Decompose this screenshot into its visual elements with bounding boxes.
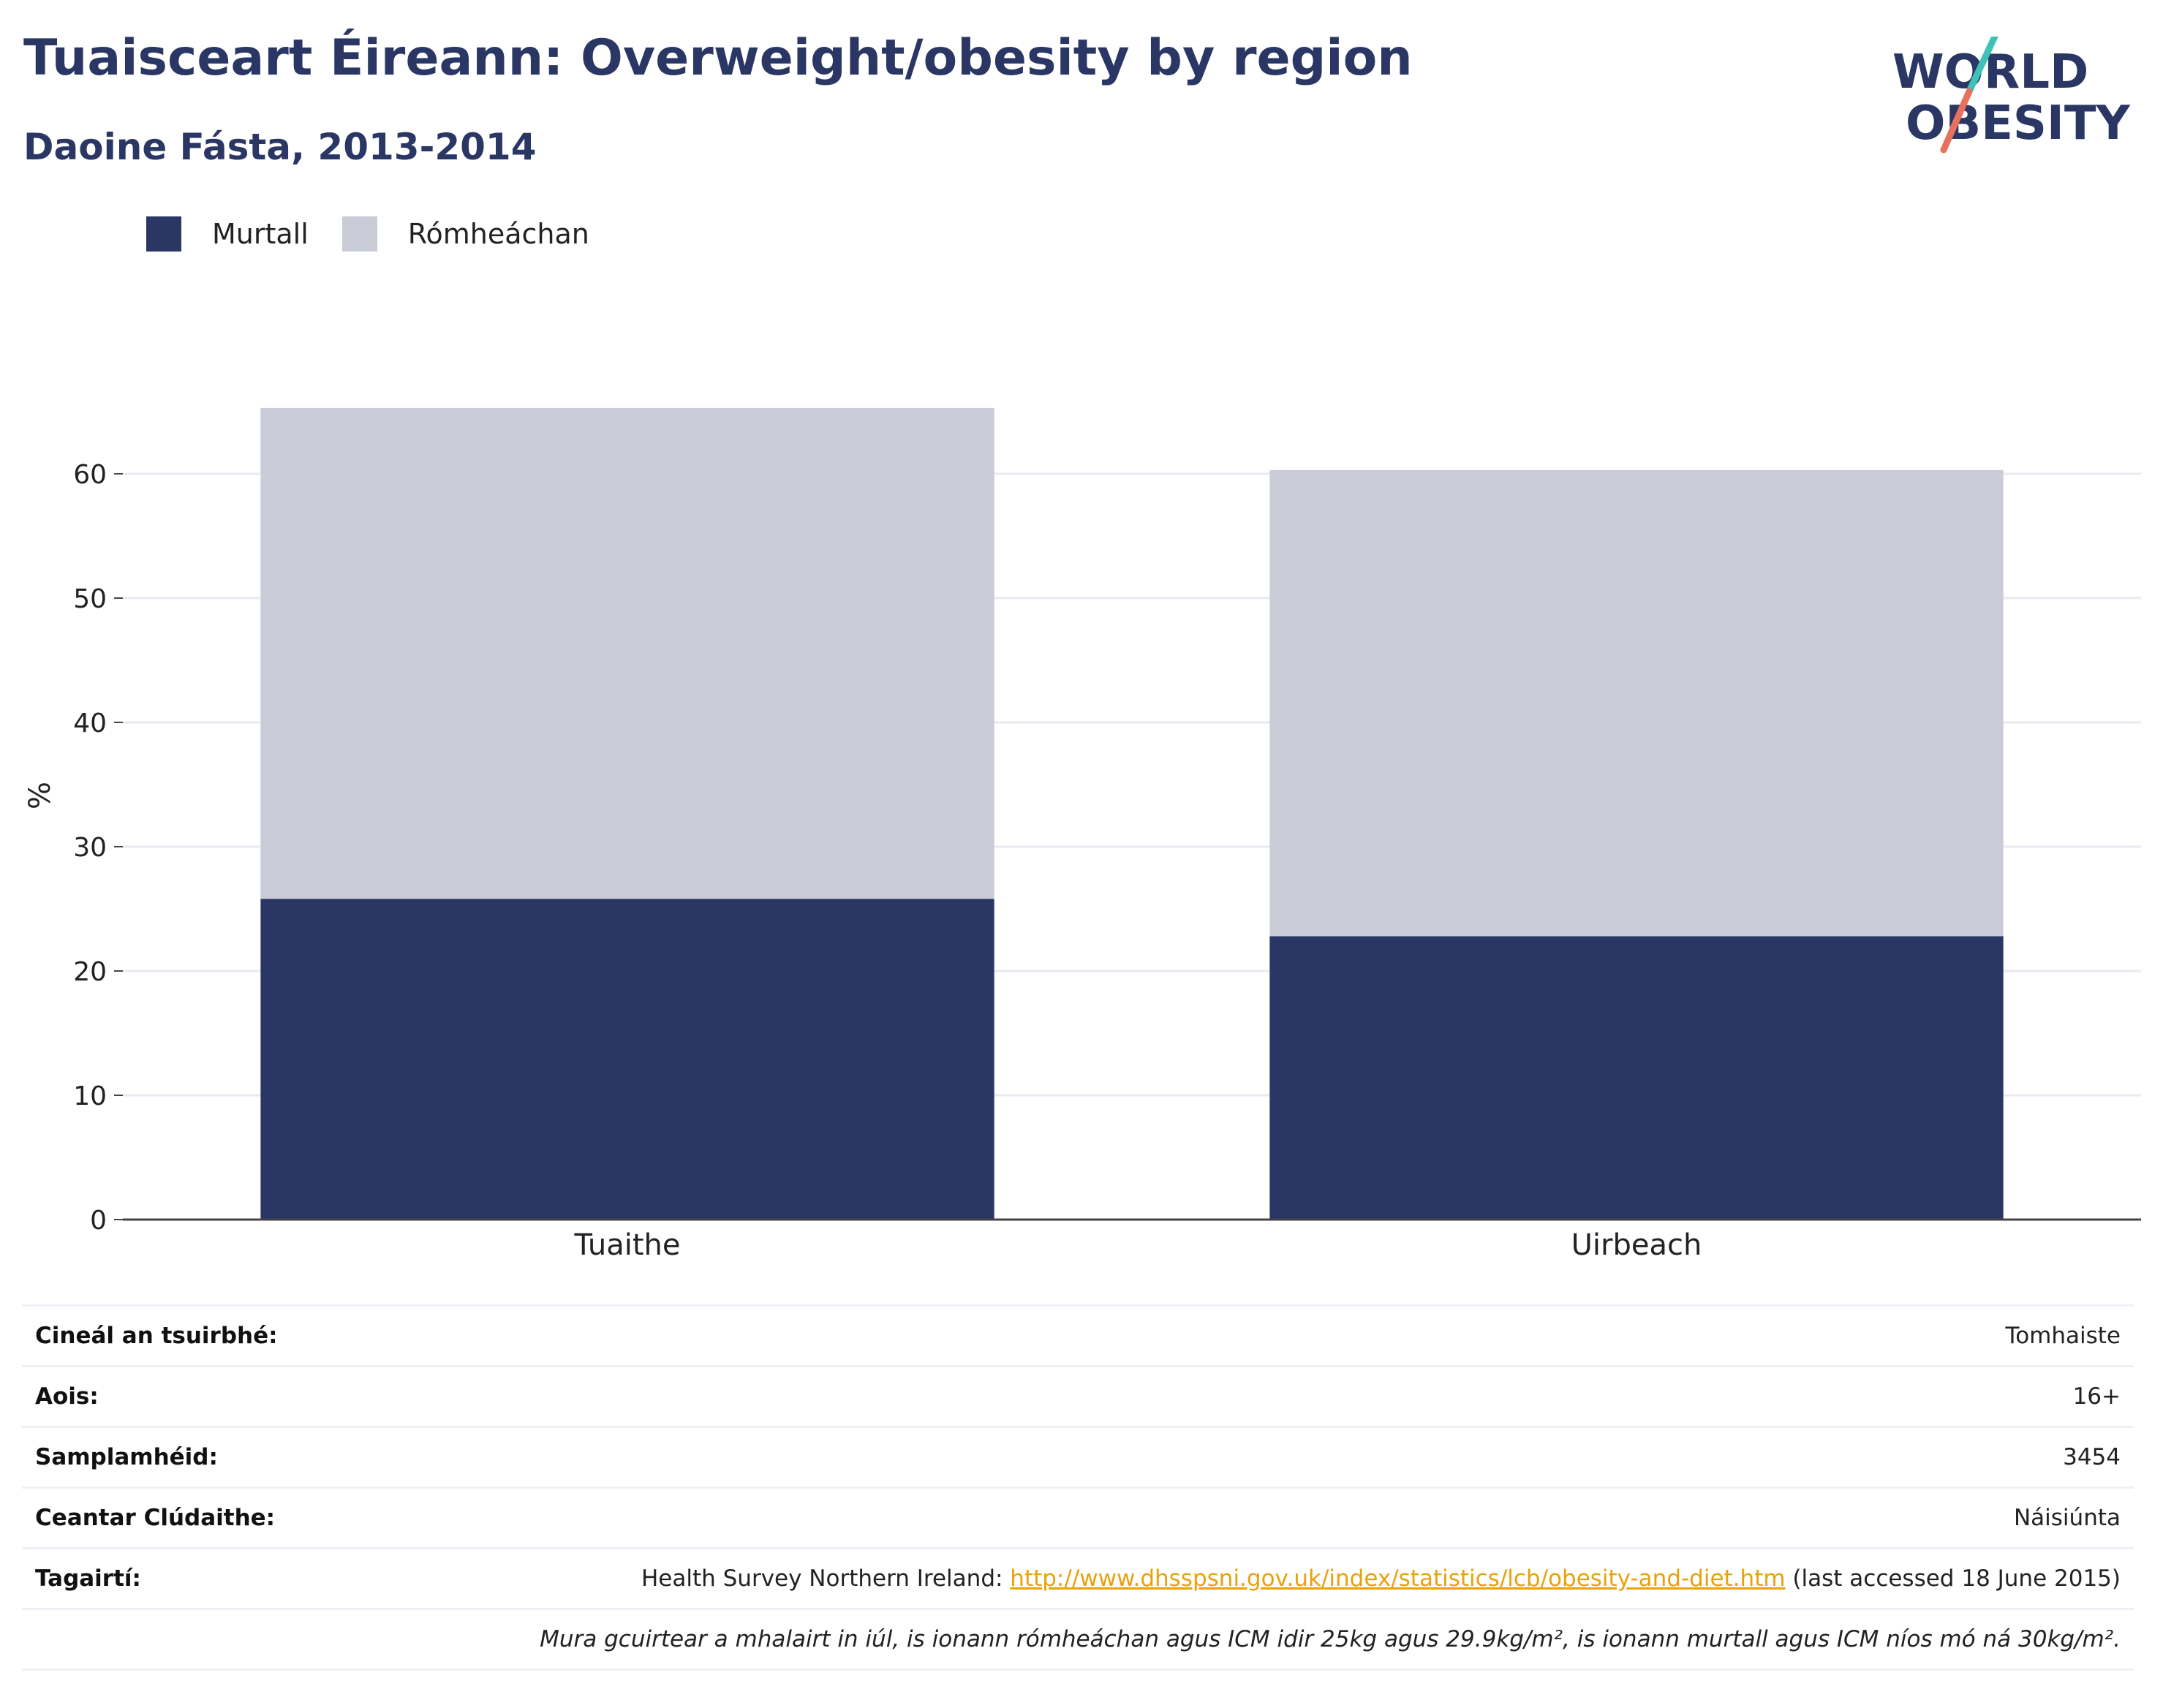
legend-label-overweight: Rómheáchan	[407, 218, 589, 250]
sample-size-value: 3454	[2063, 1444, 2121, 1470]
bar-tuaithe-overweight	[260, 407, 994, 899]
chart-subtitle: Daoine Fásta, 2013-2014	[23, 126, 537, 168]
coverage-value: Náisiúnta	[2013, 1505, 2121, 1531]
y-tick-label-30: 30	[73, 833, 107, 863]
age-label: Aois:	[35, 1383, 99, 1410]
logo-slash-bottom	[1940, 88, 1973, 154]
references-label: Tagairtí:	[35, 1565, 141, 1592]
info-row-sample-size: Samplamhéid: 3454	[22, 1428, 2134, 1489]
survey-type-value: Tomhaiste	[2005, 1323, 2121, 1349]
bar-tuaithe-obese	[260, 899, 994, 1220]
reference-link[interactable]: http://www.dhsspsni.gov.uk/index/statist…	[1010, 1565, 1786, 1592]
reference-source: Health Survey Northern Ireland:	[641, 1565, 1011, 1592]
y-tick-label-20: 20	[73, 957, 107, 987]
chart-title: Tuaisceart Éireann: Overweight/obesity b…	[23, 29, 1413, 87]
survey-info-table: Cineál an tsuirbhé: Tomhaiste Aois: 16+ …	[22, 1304, 2134, 1671]
chart-legend: Murtall Rómheáchan	[146, 216, 623, 252]
sample-size-label: Samplamhéid:	[35, 1444, 218, 1470]
references-value: Health Survey Northern Ireland: http://w…	[641, 1565, 2121, 1592]
legend-swatch-obese	[146, 216, 181, 252]
legend-item-overweight[interactable]: Rómheáchan	[341, 216, 589, 252]
info-row-note: Mura gcuirtear a mhalairt in iúl, is ion…	[22, 1610, 2134, 1671]
world-obesity-logo: WORLD OBESITY	[1892, 37, 2130, 154]
y-tick-label-50: 50	[73, 584, 107, 614]
legend-label-obese: Murtall	[212, 218, 309, 250]
y-tick-label-60: 60	[73, 460, 107, 490]
logo-text-world: WORLD	[1892, 45, 2088, 99]
info-row-references: Tagairtí: Health Survey Northern Ireland…	[22, 1549, 2134, 1610]
legend-item-obese[interactable]: Murtall	[146, 216, 309, 252]
legend-swatch-overweight	[341, 216, 377, 252]
coverage-label: Ceantar Clúdaithe:	[35, 1505, 276, 1531]
bar-uirbeach-overweight	[1269, 469, 2004, 937]
bar-chart: 0 10 20 30 40 50 60% Tuaithe Uirbeach	[23, 407, 2141, 1262]
info-row-survey-type: Cineál an tsuirbhé: Tomhaiste	[22, 1307, 2134, 1367]
info-row-coverage: Ceantar Clúdaithe: Náisiúnta	[22, 1489, 2134, 1549]
x-tick-label-uirbeach: Uirbeach	[1571, 1228, 1702, 1262]
definition-note: Mura gcuirtear a mhalairt in iúl, is ion…	[540, 1626, 2121, 1652]
reference-accessed: (last accessed 18 June 2015)	[1785, 1565, 2121, 1592]
x-tick-label-tuaithe: Tuaithe	[574, 1228, 681, 1262]
bar-uirbeach-obese	[1269, 936, 2004, 1220]
logo-text-obesity: OBESITY	[1906, 97, 2130, 151]
age-value: 16+	[2072, 1383, 2121, 1410]
y-tick-label-0: 0	[90, 1206, 107, 1236]
y-tick-label-40: 40	[73, 708, 107, 738]
survey-type-label: Cineál an tsuirbhé:	[35, 1323, 278, 1349]
y-axis-title: %	[23, 782, 57, 809]
y-tick-label-10: 10	[73, 1081, 107, 1111]
info-row-age: Aois: 16+	[22, 1367, 2134, 1428]
logo-slash-top	[1966, 37, 1998, 95]
